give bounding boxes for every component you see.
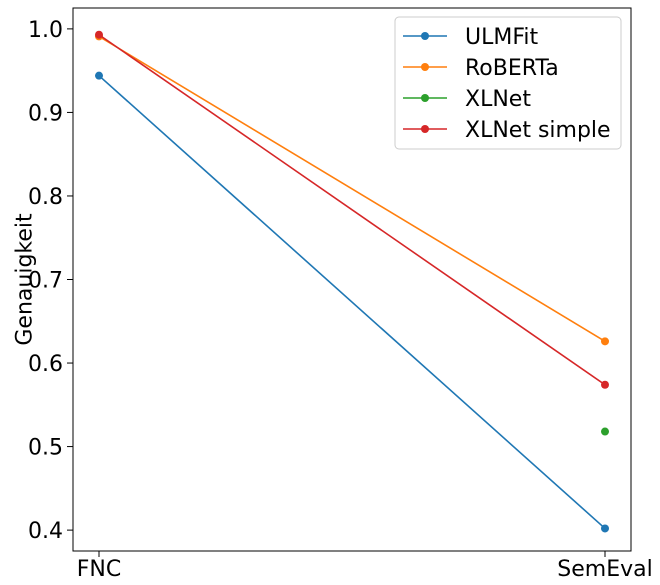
- y-axis: 0.4 0.5 0.6 0.7 0.8 0.9 1.0: [28, 18, 73, 544]
- legend-entry: RoBERTa: [403, 56, 559, 81]
- y-axis-title: Genauigkeit: [13, 213, 38, 346]
- legend-marker: [421, 125, 429, 133]
- legend-entry: XLNet simple: [403, 118, 611, 143]
- x-axis: FNC SemEval: [77, 551, 653, 582]
- y-tick-label: 0.4: [28, 519, 63, 544]
- x-tick-label: SemEval: [557, 557, 652, 582]
- y-tick-label: 0.9: [28, 101, 63, 126]
- legend-marker: [421, 94, 429, 102]
- data-point: [601, 524, 609, 533]
- series-line: [98, 35, 606, 343]
- legend-marker: [421, 63, 429, 71]
- legend-label: XLNet simple: [465, 118, 611, 143]
- y-tick-label: 0.8: [28, 185, 63, 210]
- data-point: [601, 427, 609, 436]
- legend-marker: [421, 32, 429, 40]
- series-line: [98, 75, 606, 530]
- data-point: [95, 30, 103, 39]
- y-tick-label: 0.6: [28, 352, 63, 377]
- y-tick-label: 0.7: [28, 269, 63, 294]
- legend-label: ULMFit: [465, 25, 539, 50]
- series-xlnet-simple: [95, 30, 609, 389]
- plot-marks: [95, 30, 609, 533]
- y-tick-label: 1.0: [28, 18, 63, 43]
- legend-box: [394, 16, 622, 150]
- legend-entry: ULMFit: [403, 25, 539, 50]
- legend-entry: XLNet: [403, 87, 531, 112]
- y-tick-label: 0.5: [28, 436, 63, 461]
- series-xlnet: [601, 427, 609, 436]
- x-tick-label: FNC: [77, 557, 121, 582]
- series-ulmfit: [95, 71, 609, 533]
- legend-label: XLNet: [465, 87, 531, 112]
- data-point: [601, 380, 609, 389]
- legend: ULMFit RoBERTa XLNet XLNet simple: [394, 16, 622, 150]
- legend-label: RoBERTa: [465, 56, 559, 81]
- data-point: [95, 71, 103, 80]
- data-point: [601, 337, 609, 346]
- series-line: [98, 34, 606, 386]
